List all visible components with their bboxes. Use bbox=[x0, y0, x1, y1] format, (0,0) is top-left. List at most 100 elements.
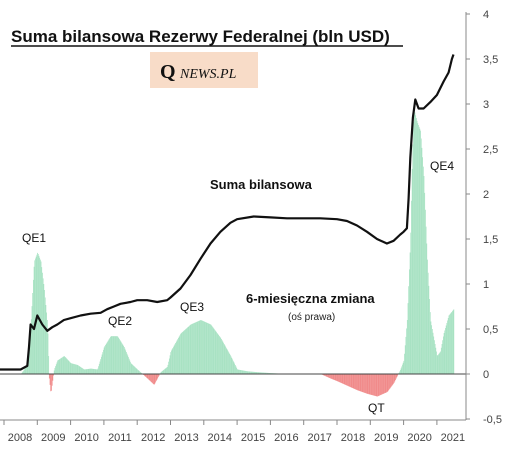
change-bar bbox=[429, 312, 431, 374]
change-bar bbox=[425, 226, 427, 374]
change-bar bbox=[368, 374, 370, 395]
change-bar bbox=[164, 368, 166, 374]
annotation-qe2: QE2 bbox=[108, 314, 132, 328]
change-bar bbox=[183, 330, 185, 374]
change-bar bbox=[433, 336, 435, 374]
change-bar bbox=[266, 372, 267, 374]
change-bar bbox=[249, 371, 251, 374]
x-tick-label: 2016 bbox=[274, 432, 298, 444]
change-bar bbox=[200, 320, 202, 374]
change-bar bbox=[402, 362, 404, 374]
change-bar bbox=[234, 365, 236, 374]
change-bar bbox=[356, 374, 358, 391]
change-bar bbox=[400, 368, 402, 374]
change-bar bbox=[197, 321, 199, 374]
change-bar bbox=[248, 371, 250, 374]
change-bar bbox=[213, 328, 215, 374]
change-bar bbox=[332, 374, 334, 380]
change-bar bbox=[184, 329, 186, 374]
change-bar bbox=[348, 374, 350, 387]
change-bar bbox=[26, 365, 28, 374]
annotation-qe1: QE1 bbox=[22, 231, 46, 245]
change-bar bbox=[229, 354, 231, 374]
x-tick-label: 2009 bbox=[41, 432, 65, 444]
change-bar bbox=[407, 303, 409, 374]
change-bar bbox=[146, 374, 147, 378]
change-bar bbox=[22, 371, 24, 374]
change-bar bbox=[49, 374, 51, 385]
change-bar bbox=[157, 374, 158, 379]
change-bar bbox=[191, 324, 192, 374]
change-bar bbox=[32, 293, 34, 374]
change-bar bbox=[354, 374, 355, 389]
change-bar bbox=[30, 319, 32, 374]
change-bar bbox=[105, 343, 107, 374]
change-bar bbox=[115, 336, 117, 374]
change-bar bbox=[214, 330, 216, 374]
change-bar bbox=[445, 328, 446, 374]
change-bar bbox=[139, 371, 141, 374]
change-bar bbox=[33, 266, 35, 374]
change-bar bbox=[107, 341, 109, 374]
change-bar bbox=[216, 333, 218, 374]
change-bar bbox=[207, 323, 208, 374]
x-tick-label: 2017 bbox=[307, 432, 331, 444]
change-bar bbox=[234, 363, 235, 374]
change-bar bbox=[341, 374, 342, 384]
change-bar bbox=[82, 368, 84, 374]
change-bar bbox=[235, 366, 237, 374]
change-bar bbox=[112, 336, 113, 374]
change-series-sublabel: (oś prawa) bbox=[288, 312, 335, 323]
change-bar bbox=[46, 320, 48, 374]
change-bar bbox=[325, 374, 327, 377]
balance-line bbox=[0, 54, 455, 371]
change-bar bbox=[393, 374, 395, 383]
change-bar bbox=[359, 374, 361, 392]
change-bar bbox=[357, 374, 359, 391]
change-bar bbox=[180, 334, 181, 374]
change-bar bbox=[43, 284, 45, 374]
y-ticks: -0,5 0 0,5 1 1,5 2 2,5 3 3,5 4 bbox=[466, 9, 502, 426]
change-bar bbox=[66, 358, 68, 374]
change-bar bbox=[227, 351, 229, 374]
change-bar bbox=[195, 322, 197, 374]
change-bar bbox=[239, 369, 240, 374]
change-bar bbox=[164, 369, 165, 374]
change-bar bbox=[413, 109, 415, 375]
change-bar bbox=[334, 374, 336, 381]
change-bar bbox=[51, 374, 52, 391]
change-bar bbox=[139, 371, 140, 374]
change-bar bbox=[36, 254, 38, 374]
change-bar bbox=[182, 332, 183, 374]
change-bar bbox=[361, 374, 363, 392]
logo: Q NEWS.PL bbox=[150, 52, 258, 88]
change-bar bbox=[137, 369, 138, 374]
change-bar bbox=[390, 374, 392, 388]
change-bar bbox=[379, 374, 380, 396]
change-bar bbox=[265, 372, 267, 374]
change-bar bbox=[421, 147, 423, 374]
change-bar bbox=[21, 372, 23, 374]
change-bar bbox=[239, 369, 241, 374]
change-bar bbox=[386, 374, 388, 393]
change-bar bbox=[250, 371, 251, 374]
change-bar bbox=[136, 368, 138, 374]
change-bar bbox=[436, 355, 438, 374]
change-bar bbox=[241, 370, 242, 374]
change-bar bbox=[373, 374, 375, 396]
change-bar bbox=[411, 168, 413, 374]
change-bar bbox=[211, 325, 213, 374]
change-bar bbox=[123, 345, 124, 374]
change-bar bbox=[417, 123, 419, 375]
logo-text: NEWS.PL bbox=[179, 67, 237, 82]
change-bar bbox=[85, 369, 86, 374]
change-bar bbox=[79, 366, 81, 374]
logo-background bbox=[150, 52, 258, 88]
change-bar bbox=[426, 243, 428, 374]
change-bar bbox=[221, 339, 222, 374]
change-bar bbox=[350, 374, 352, 388]
change-bar bbox=[155, 374, 157, 382]
change-bar bbox=[74, 364, 76, 374]
change-bar bbox=[69, 361, 70, 374]
